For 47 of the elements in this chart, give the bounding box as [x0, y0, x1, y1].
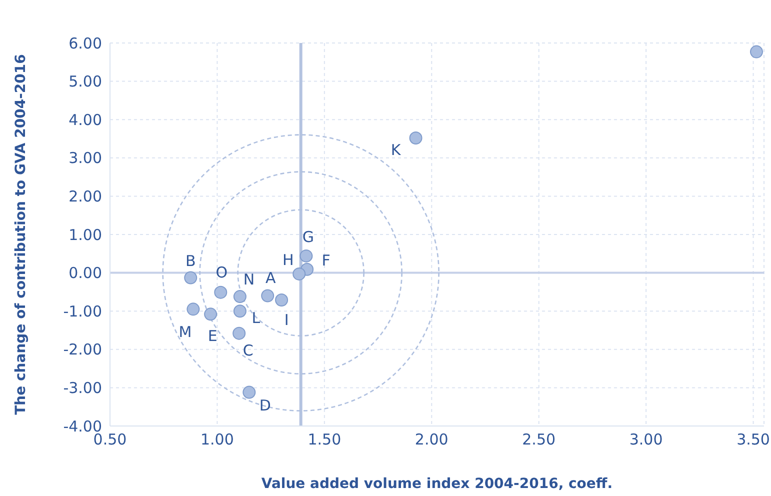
y-tick-label: -3.00	[63, 379, 102, 398]
annotation: H	[282, 250, 294, 269]
y-axis-title: The change of contribution to GVA 2004-2016	[12, 54, 29, 415]
annotation: A	[265, 268, 276, 287]
y-tick-label: 6.00	[68, 34, 102, 52]
y-tick-label: 0.00	[68, 264, 102, 282]
annotation: O	[216, 263, 228, 282]
point	[261, 289, 274, 302]
x-tick-label: 1.50	[308, 430, 342, 449]
point	[409, 131, 422, 144]
y-tick-label: 4.00	[68, 110, 102, 129]
point	[292, 267, 306, 280]
y-tick-label: 5.00	[68, 72, 102, 91]
point	[233, 290, 246, 304]
y-tick-label: 2.00	[68, 188, 102, 206]
point	[233, 304, 246, 318]
annotation: D	[259, 396, 271, 414]
annotation: B	[185, 252, 196, 270]
point	[300, 249, 313, 262]
annotation: N	[243, 270, 255, 289]
x-tick-label: 3.00	[629, 430, 663, 449]
y-tick-label: 3.00	[68, 149, 102, 168]
point	[184, 271, 198, 284]
y-tick-label: 1.00	[68, 226, 102, 244]
annotation: E	[208, 327, 218, 346]
x-tick-label: 2.50	[522, 430, 556, 449]
annotation: M	[178, 323, 192, 342]
annotation: C	[242, 341, 254, 360]
x-tick-label: 0.50	[93, 430, 127, 449]
annotation: F	[322, 251, 330, 270]
annotation: I	[284, 310, 289, 329]
x-tick-label: 3.50	[736, 430, 770, 449]
point	[204, 308, 218, 321]
point	[275, 293, 288, 306]
annotation: G	[302, 228, 314, 246]
y-tick-label: -2.00	[63, 340, 102, 359]
point	[214, 286, 228, 299]
point	[186, 302, 200, 316]
point	[750, 45, 763, 58]
annotation: L	[252, 309, 261, 328]
x-axis-title: Value added volume index 2004-2016, coeff.	[261, 476, 613, 492]
point	[242, 386, 256, 399]
y-tick-label: -1.00	[63, 302, 102, 320]
x-tick-label: 2.00	[414, 430, 448, 449]
x-tick-label: 1.00	[200, 430, 234, 449]
annotation: K	[390, 140, 402, 159]
point	[232, 326, 246, 340]
